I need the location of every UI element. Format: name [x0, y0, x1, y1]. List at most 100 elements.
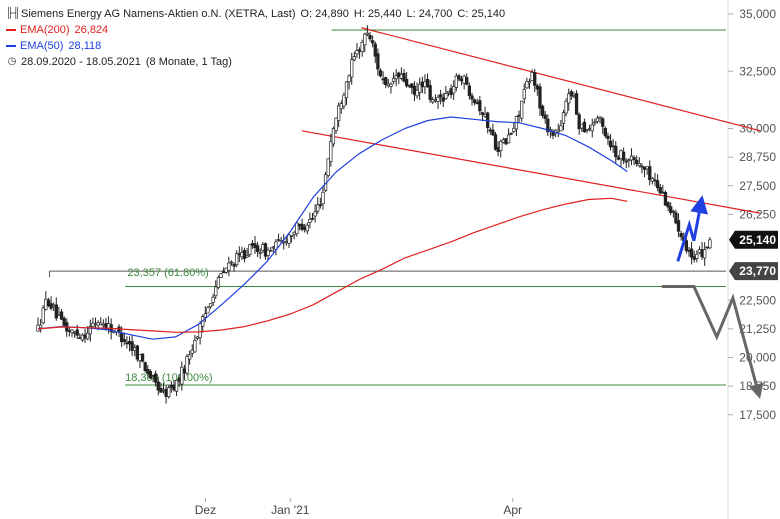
candle-body	[708, 239, 712, 249]
candle-body	[101, 324, 106, 327]
candle-body	[83, 334, 87, 339]
candle-body	[125, 342, 129, 345]
candle-body	[679, 233, 683, 238]
candle	[237, 246, 241, 263]
legend-title-row: ╟╢ Siemens Energy AG Namens-Aktien o.N. …	[6, 6, 505, 22]
candle-body	[452, 86, 456, 94]
candle-body	[269, 250, 273, 252]
candle	[674, 209, 678, 225]
candle-body	[472, 99, 477, 104]
candle-body	[159, 387, 163, 393]
candle-body	[133, 347, 137, 351]
candle-body	[261, 244, 265, 251]
candle	[642, 166, 647, 178]
candle-body	[444, 93, 448, 99]
candle	[352, 51, 356, 62]
candle-body	[337, 105, 341, 121]
candle	[193, 334, 197, 353]
candle-body	[96, 322, 100, 326]
candle-body	[504, 138, 508, 145]
candle	[653, 172, 657, 187]
candle	[538, 83, 542, 116]
candle-body	[465, 77, 469, 85]
candle	[38, 319, 43, 333]
candle	[616, 155, 621, 161]
candle-body	[187, 354, 192, 360]
candle	[384, 76, 388, 89]
candle	[235, 250, 239, 268]
candle	[274, 239, 278, 256]
candle	[431, 96, 435, 105]
candle	[326, 158, 330, 178]
candle	[663, 190, 668, 206]
candle-body	[601, 118, 605, 127]
candle-body	[219, 273, 223, 278]
candle-body	[99, 322, 103, 326]
candle	[449, 84, 453, 99]
ema200-label: EMA(200)	[20, 24, 70, 36]
candle-body	[577, 114, 581, 130]
candle-body	[54, 304, 58, 319]
candle	[203, 306, 207, 323]
candle	[347, 74, 351, 90]
candle-body	[666, 202, 670, 208]
candle	[300, 218, 304, 232]
candle	[465, 73, 469, 86]
candle	[93, 317, 98, 329]
candle-body	[91, 322, 95, 327]
candle	[595, 115, 600, 124]
y-tick-label: 17,500	[739, 408, 776, 422]
candle-body	[496, 147, 500, 153]
candle-body	[606, 135, 610, 140]
candle	[266, 247, 270, 261]
legend-period-row: ◷ 28.09.2020 - 18.05.2021 (8 Monate, 1 T…	[6, 54, 505, 70]
candle-body	[525, 80, 529, 89]
candle-body	[520, 100, 524, 119]
candle-body	[407, 84, 411, 87]
candle-body	[360, 41, 364, 53]
candle-body	[462, 75, 466, 84]
y-tick-label: 30,000	[739, 122, 776, 136]
candle	[337, 102, 341, 128]
candle-body	[436, 97, 440, 102]
candle-body	[38, 324, 43, 329]
candle	[561, 109, 566, 131]
candle-body	[480, 112, 485, 115]
candle	[117, 324, 121, 338]
candle-body	[567, 93, 571, 104]
candle-body	[370, 40, 375, 44]
candle-body	[122, 339, 126, 343]
candle-body	[527, 81, 532, 84]
candle	[321, 185, 325, 210]
candle	[138, 353, 142, 368]
candle	[373, 41, 377, 64]
y-tick-label: 21,250	[739, 322, 776, 336]
candle	[368, 31, 372, 42]
price-tag-close: 25,140	[729, 230, 778, 249]
candle	[462, 74, 466, 90]
candle	[334, 117, 338, 134]
candle-body	[106, 323, 111, 329]
candle	[59, 309, 64, 321]
ema200-line	[37, 197, 628, 333]
candle	[164, 384, 168, 404]
candle	[344, 81, 349, 106]
candle	[459, 76, 464, 86]
candle	[535, 83, 540, 96]
candle	[67, 327, 72, 337]
candle	[329, 133, 333, 167]
candle-body	[237, 253, 241, 256]
candle	[258, 248, 262, 259]
candle-body	[282, 241, 286, 244]
candle-body	[174, 380, 179, 392]
candle-body	[635, 159, 639, 165]
candle-body	[180, 366, 184, 385]
candle	[135, 344, 139, 362]
candle	[606, 132, 610, 145]
candle	[522, 83, 526, 104]
candle-body	[276, 239, 281, 241]
candle	[214, 280, 218, 300]
candle	[546, 114, 550, 136]
candle-body	[410, 83, 414, 88]
candle	[381, 71, 385, 85]
